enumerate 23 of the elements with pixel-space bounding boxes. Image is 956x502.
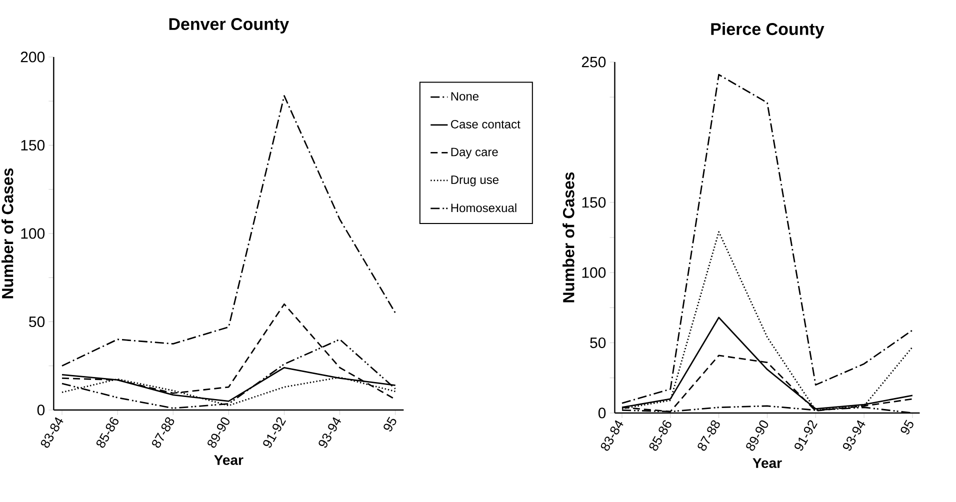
- y-axis-title: Number of Cases: [2, 168, 14, 298]
- y-tick-label: 250: [582, 56, 606, 68]
- y-tick-label: 50: [590, 337, 606, 348]
- chart-title: Pierce County: [711, 22, 824, 38]
- y-tick-label: 100: [582, 267, 606, 278]
- x-axis-title: Year: [752, 458, 782, 468]
- x-tick-label: 95: [900, 420, 914, 434]
- x-axis-title: Year: [214, 455, 244, 465]
- legend-label: Drug use: [451, 176, 499, 186]
- y-tick-label: 150: [21, 140, 45, 151]
- x-tick-label: 95: [384, 416, 396, 432]
- y-tick-label: 200: [20, 52, 45, 62]
- y-tick-label: 100: [21, 228, 45, 239]
- y-tick-label: 50: [29, 316, 45, 328]
- legend-label: None: [451, 92, 479, 101]
- chart-title: Denver County: [169, 18, 290, 34]
- legend-label: Case contact: [450, 120, 520, 128]
- legend-label: Homosexual: [451, 203, 516, 212]
- y-tick-label: 0: [598, 408, 606, 418]
- y-tick-label: 150: [582, 197, 606, 208]
- y-tick-label: 0: [37, 404, 45, 416]
- y-axis-title: Number of Cases: [562, 172, 574, 302]
- legend-label: Day care: [451, 148, 498, 159]
